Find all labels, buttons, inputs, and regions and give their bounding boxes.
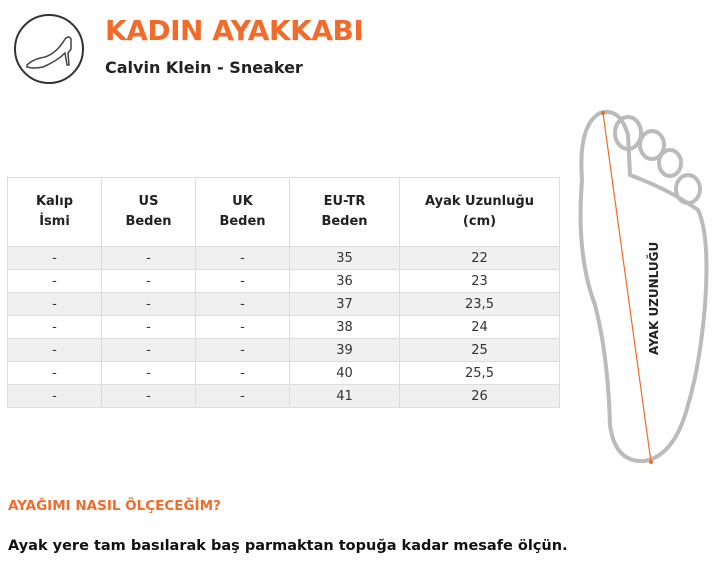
howto-question: AYAĞIMI NASIL ÖLÇECEĞİM?	[8, 498, 221, 514]
column-header-line: Ayak Uzunluğu	[425, 194, 534, 209]
table-cell: -	[7, 292, 102, 316]
column-header-line: Kalıp	[35, 194, 74, 209]
column-header-line: Beden	[125, 214, 172, 229]
page-title: KADIN AYAKKABI	[105, 14, 364, 47]
column-header-line: (cm)	[462, 214, 497, 229]
table-cell: -	[7, 338, 102, 362]
table-cell: -	[7, 361, 102, 385]
table-row: - - -41 26	[7, 384, 560, 408]
table-cell: 26	[399, 384, 560, 408]
table-row: - - -40 25,5	[7, 361, 560, 385]
foot-length-label: AYAK UZUNLUĞU	[646, 242, 661, 355]
column-header-line: Beden	[219, 214, 266, 229]
table-cell: 40	[289, 361, 400, 385]
column-header-line: US	[138, 194, 159, 209]
table-cell: -	[7, 315, 102, 339]
table-cell: 38	[289, 315, 400, 339]
table-cell: -	[7, 269, 102, 293]
table-row: - - -35 22	[7, 246, 560, 270]
table-row: - - -39 25	[7, 338, 560, 362]
page-subtitle: Calvin Klein - Sneaker	[105, 58, 303, 77]
table-cell: 25	[399, 338, 560, 362]
table-cell: -	[101, 315, 196, 339]
column-header: UK Beden	[195, 177, 290, 247]
table-cell: 24	[399, 315, 560, 339]
column-header-line: UK	[232, 194, 253, 209]
table-cell: -	[101, 292, 196, 316]
table-cell: 41	[289, 384, 400, 408]
table-row: - - -37 23,5	[7, 292, 560, 316]
table-cell: 37	[289, 292, 400, 316]
table-cell: -	[195, 269, 290, 293]
column-header-line: İsmi	[39, 214, 70, 229]
column-header: US Beden	[101, 177, 196, 247]
table-cell: 39	[289, 338, 400, 362]
column-header: Kalıp İsmi	[7, 177, 102, 247]
table-cell: -	[195, 246, 290, 270]
column-header: Ayak Uzunluğu (cm)	[399, 177, 560, 247]
column-header: EU-TR Beden	[289, 177, 400, 247]
table-cell: -	[101, 384, 196, 408]
table-cell: -	[195, 292, 290, 316]
foot-length-line	[602, 112, 652, 463]
column-header-line: Beden	[321, 214, 368, 229]
table-cell: -	[7, 246, 102, 270]
table-cell: 25,5	[399, 361, 560, 385]
foot-diagram: AYAK UZUNLUĞU	[578, 110, 709, 464]
high-heel-shoe-icon	[14, 14, 84, 84]
table-cell: -	[195, 361, 290, 385]
table-cell: -	[101, 269, 196, 293]
table-cell: 23,5	[399, 292, 560, 316]
table-cell: 23	[399, 269, 560, 293]
table-cell: 22	[399, 246, 560, 270]
size-table: Kalıp İsmi US Beden UK Beden EU-TR Beden Ayak Uz…	[7, 177, 560, 408]
column-header-line: EU-TR	[323, 194, 366, 209]
table-cell: -	[195, 384, 290, 408]
howto-answer: Ayak yere tam basılarak baş parmaktan to…	[8, 538, 568, 554]
table-cell: -	[195, 338, 290, 362]
table-cell: -	[101, 361, 196, 385]
table-cell: 35	[289, 246, 400, 270]
table-cell: -	[101, 246, 196, 270]
table-cell: -	[101, 338, 196, 362]
table-row: - - -38 24	[7, 315, 560, 339]
table-cell: -	[7, 384, 102, 408]
table-cell: 36	[289, 269, 400, 293]
table-row: - - -36 23	[7, 269, 560, 293]
foot-outline-icon	[578, 110, 709, 464]
table-cell: -	[195, 315, 290, 339]
